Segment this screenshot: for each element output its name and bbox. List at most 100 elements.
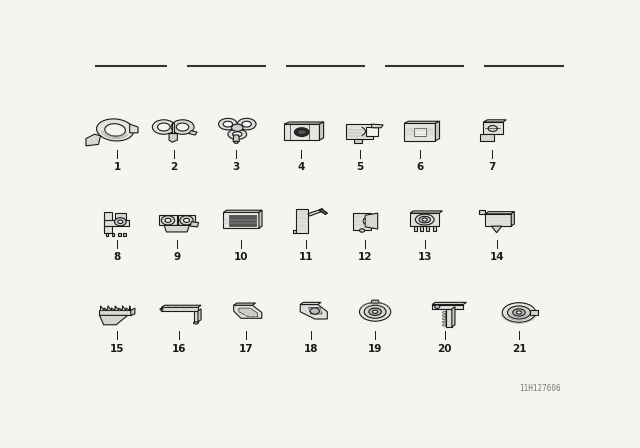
Text: 17: 17 [239,344,253,353]
Polygon shape [300,302,321,305]
Text: 16: 16 [172,344,186,353]
Polygon shape [452,307,455,327]
Ellipse shape [232,124,243,131]
Polygon shape [223,212,259,228]
Polygon shape [442,317,445,320]
Polygon shape [367,127,378,136]
Polygon shape [130,124,138,133]
Text: 18: 18 [303,344,318,353]
Polygon shape [112,233,115,236]
Circle shape [115,218,126,226]
Polygon shape [479,210,485,214]
Polygon shape [308,209,323,216]
Ellipse shape [223,121,232,127]
Ellipse shape [171,120,194,134]
Polygon shape [433,226,436,231]
Polygon shape [372,124,383,128]
Text: 2: 2 [171,163,178,172]
Circle shape [180,215,193,225]
Ellipse shape [237,118,256,130]
Polygon shape [445,309,452,327]
Polygon shape [131,308,135,315]
Polygon shape [420,226,423,231]
Polygon shape [161,305,201,307]
Text: 10: 10 [234,252,248,262]
Text: 1: 1 [113,163,121,172]
Polygon shape [194,311,198,322]
Ellipse shape [502,303,536,322]
Polygon shape [159,215,177,225]
Polygon shape [300,305,327,319]
Ellipse shape [157,123,170,131]
Ellipse shape [232,132,242,137]
Text: 21: 21 [512,344,526,353]
Polygon shape [365,213,378,229]
Polygon shape [432,305,463,309]
Polygon shape [223,210,262,212]
Polygon shape [414,226,417,231]
Polygon shape [99,315,127,325]
Polygon shape [492,226,502,233]
Text: 20: 20 [437,344,452,353]
Polygon shape [234,305,262,318]
Text: 11: 11 [298,252,313,262]
Polygon shape [86,134,100,146]
Polygon shape [161,307,198,311]
Text: 19: 19 [368,344,382,353]
Text: 7: 7 [488,163,495,172]
Polygon shape [442,321,445,323]
Polygon shape [233,135,239,142]
Polygon shape [410,211,442,213]
Polygon shape [118,233,120,236]
Ellipse shape [177,123,189,131]
Polygon shape [442,324,445,327]
Ellipse shape [294,128,309,137]
Circle shape [161,215,175,225]
Text: 14: 14 [490,252,504,262]
Polygon shape [124,233,125,236]
Polygon shape [228,215,256,226]
Ellipse shape [516,311,522,314]
Ellipse shape [360,302,391,321]
Polygon shape [239,308,258,317]
Polygon shape [190,222,198,227]
Polygon shape [234,303,255,305]
Text: 6: 6 [416,163,424,172]
Polygon shape [189,131,197,135]
Polygon shape [293,230,296,233]
Polygon shape [485,214,511,226]
Polygon shape [178,215,195,225]
Polygon shape [483,122,503,134]
Polygon shape [483,120,506,122]
Circle shape [360,229,365,232]
Polygon shape [485,211,515,214]
Text: 15: 15 [110,344,124,353]
Polygon shape [531,310,538,315]
Polygon shape [404,121,440,123]
Ellipse shape [228,129,246,139]
Polygon shape [284,124,319,140]
Polygon shape [319,209,328,215]
Circle shape [165,218,171,222]
Ellipse shape [152,120,175,134]
Circle shape [118,220,123,224]
Polygon shape [259,210,262,228]
Ellipse shape [508,306,531,319]
Polygon shape [104,211,112,233]
Polygon shape [308,307,322,314]
Polygon shape [410,213,439,226]
Polygon shape [404,123,435,141]
Polygon shape [353,213,371,230]
Polygon shape [164,225,189,232]
Circle shape [435,305,440,308]
Ellipse shape [193,322,198,324]
Ellipse shape [160,308,163,310]
Polygon shape [115,213,125,220]
Polygon shape [435,121,440,141]
Text: 3: 3 [232,163,240,172]
Polygon shape [511,211,515,226]
Ellipse shape [97,119,134,141]
Polygon shape [99,310,131,315]
Polygon shape [104,220,129,226]
Polygon shape [354,139,362,143]
